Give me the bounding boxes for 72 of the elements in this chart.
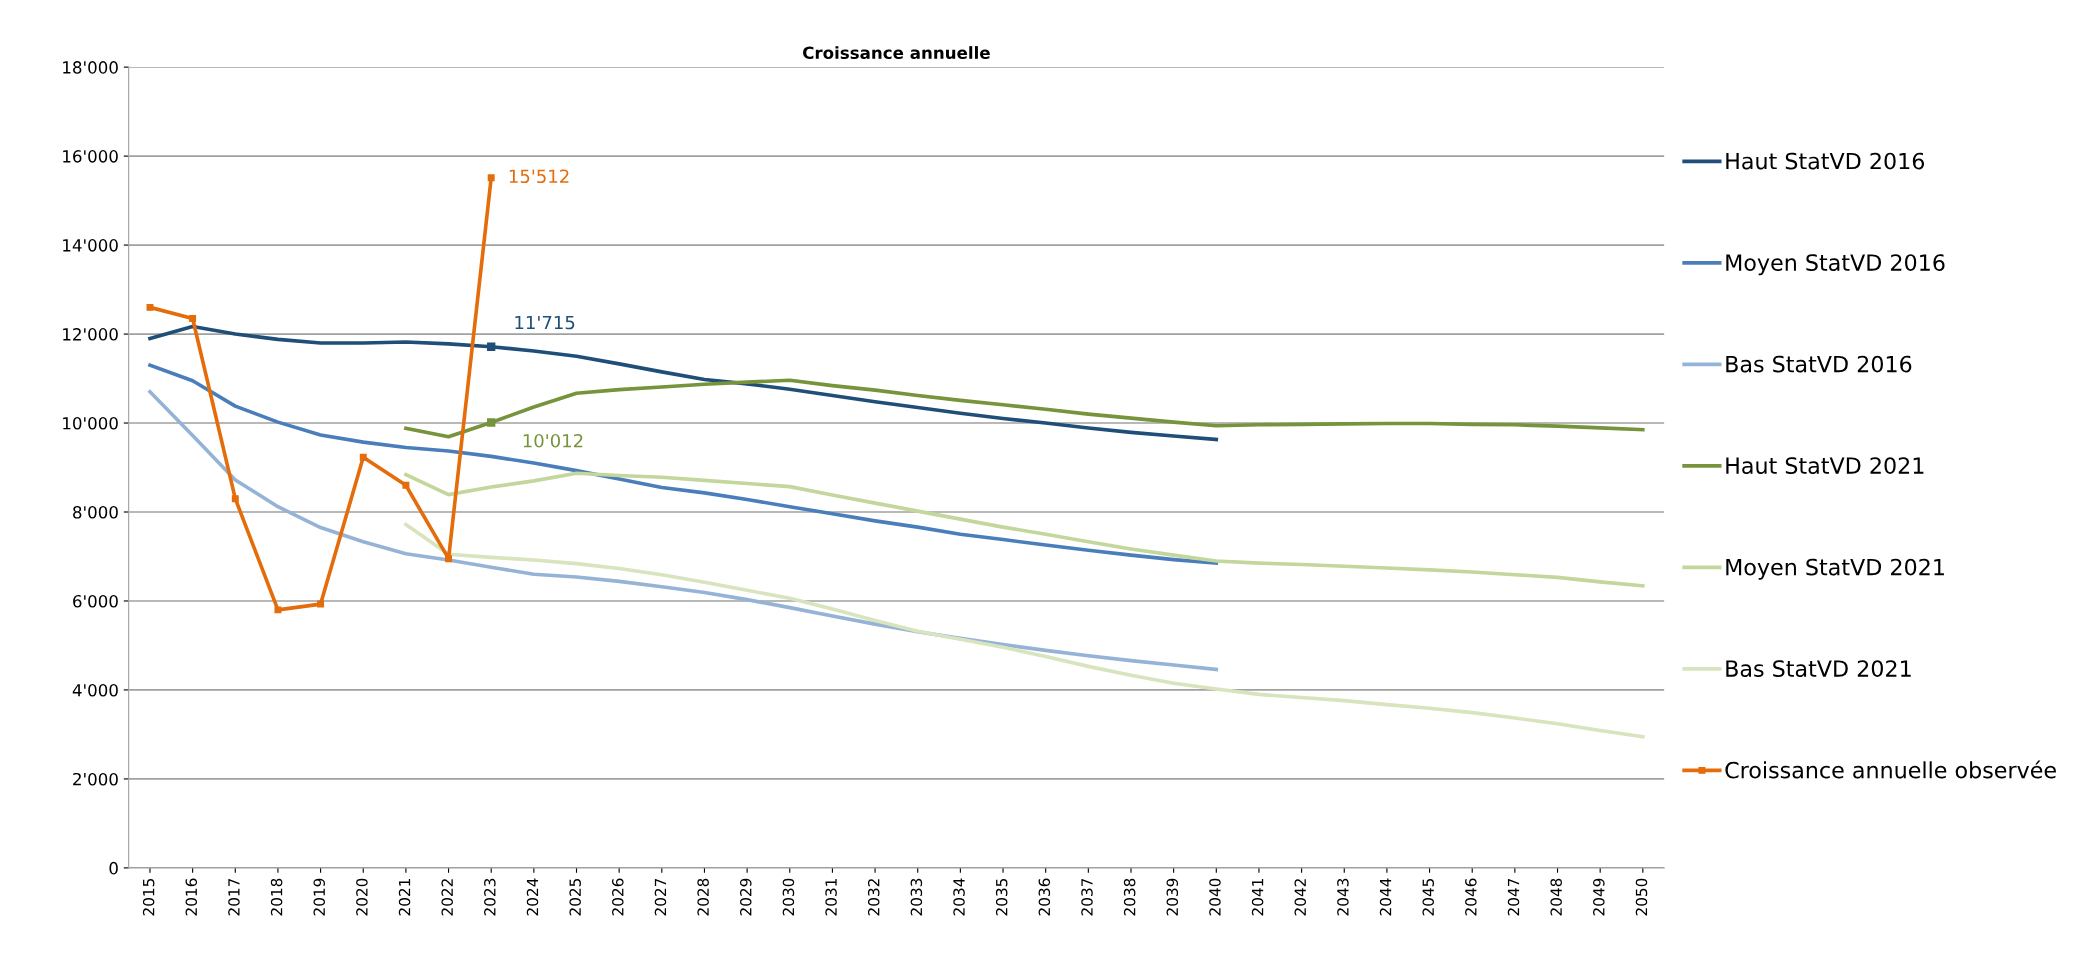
x-tick-label: 2034 [953,878,965,916]
y-tick-label: 8'000 [73,505,118,519]
x-tick-label: 2015 [142,878,155,916]
y-tick-label: 2'000 [73,772,118,786]
legend-label: Bas StatVD 2021 [1726,660,1911,677]
y-tick-label: 4'000 [72,683,118,697]
y-tick-label: 6'000 [73,594,118,608]
y-tick-label: 12'000 [63,328,118,341]
point [317,600,325,608]
line-series [148,363,1219,565]
x-tick-label: 2017 [228,878,240,916]
point [189,315,197,322]
legend-label: Bas StatVD 2016 [1726,355,1912,373]
point [487,342,496,351]
y-tick-label: 0 [109,861,118,875]
y-tick-label: 14'000 [63,239,118,252]
x-tick-label: 2027 [654,878,667,916]
point [231,495,239,503]
x-tick-label: 2020 [356,878,368,916]
legend-label: Moyen StatVD 2016 [1726,254,1945,276]
chart-title: Croissance annuelle [803,46,990,60]
x-tick-label: 2032 [867,879,880,916]
x-tick-label: 2029 [739,878,752,916]
x-tick-label: 2039 [1166,878,1179,916]
x-tick-label: 2025 [569,878,581,916]
x-tick-label: 2047 [1507,878,1520,916]
x-tick-label: 2033 [910,878,923,916]
x-tick-label: 2024 [526,878,539,916]
line-series [404,522,1645,739]
x-tick-label: 2041 [1251,879,1264,916]
x-tick-label: 2040 [1209,878,1221,916]
x-tick-label: 2049 [1593,878,1605,916]
x-tick-label: 2042 [1294,879,1307,916]
x-tick-label: 2046 [1465,878,1477,916]
x-tick-label: 2023 [484,878,496,916]
y-tick-label: 18'000 [63,61,118,74]
point [487,174,495,182]
x-tick-label: 2016 [185,878,198,916]
x-tick-label: 2038 [1123,878,1136,916]
data-label: 15'512 [509,169,569,184]
x-tick-label: 2044 [1379,878,1392,916]
x-tick-label: 2022 [441,879,453,916]
x-tick-label: 2036 [1038,878,1051,916]
legend-label: Moyen StatVD 2021 [1726,558,1944,580]
point [146,303,154,311]
point [274,606,282,614]
x-tick-label: 2031 [825,879,837,916]
legend-label: Croissance annuelle observée [1725,760,2056,779]
x-tick-label: 2043 [1337,878,1349,916]
legend-label: Haut StatVD 2021 [1726,457,1924,474]
point [402,481,410,489]
x-tick-label: 2050 [1635,878,1648,916]
x-tick-label: 2018 [270,878,283,916]
data-label: 11'715 [515,315,575,330]
data-label: 10'012 [523,433,583,448]
point [359,453,367,461]
legend-label: Haut StatVD 2016 [1726,152,1925,170]
x-tick-label: 2019 [313,878,326,916]
x-tick-label: 2037 [1081,878,1093,916]
x-tick-label: 2030 [782,878,795,916]
x-tick-label: 2045 [1422,878,1434,916]
y-tick-label: 10'000 [63,416,118,430]
line-series [404,471,1645,588]
x-tick-label: 2028 [697,878,709,916]
point [487,418,496,427]
point [445,555,453,563]
x-tick-label: 2021 [398,879,411,916]
x-tick-label: 2048 [1550,878,1562,916]
x-tick-label: 2035 [995,878,1008,916]
line-series [148,390,1219,672]
x-tick-label: 2026 [612,878,624,916]
y-tick-label: 16'000 [63,150,118,163]
